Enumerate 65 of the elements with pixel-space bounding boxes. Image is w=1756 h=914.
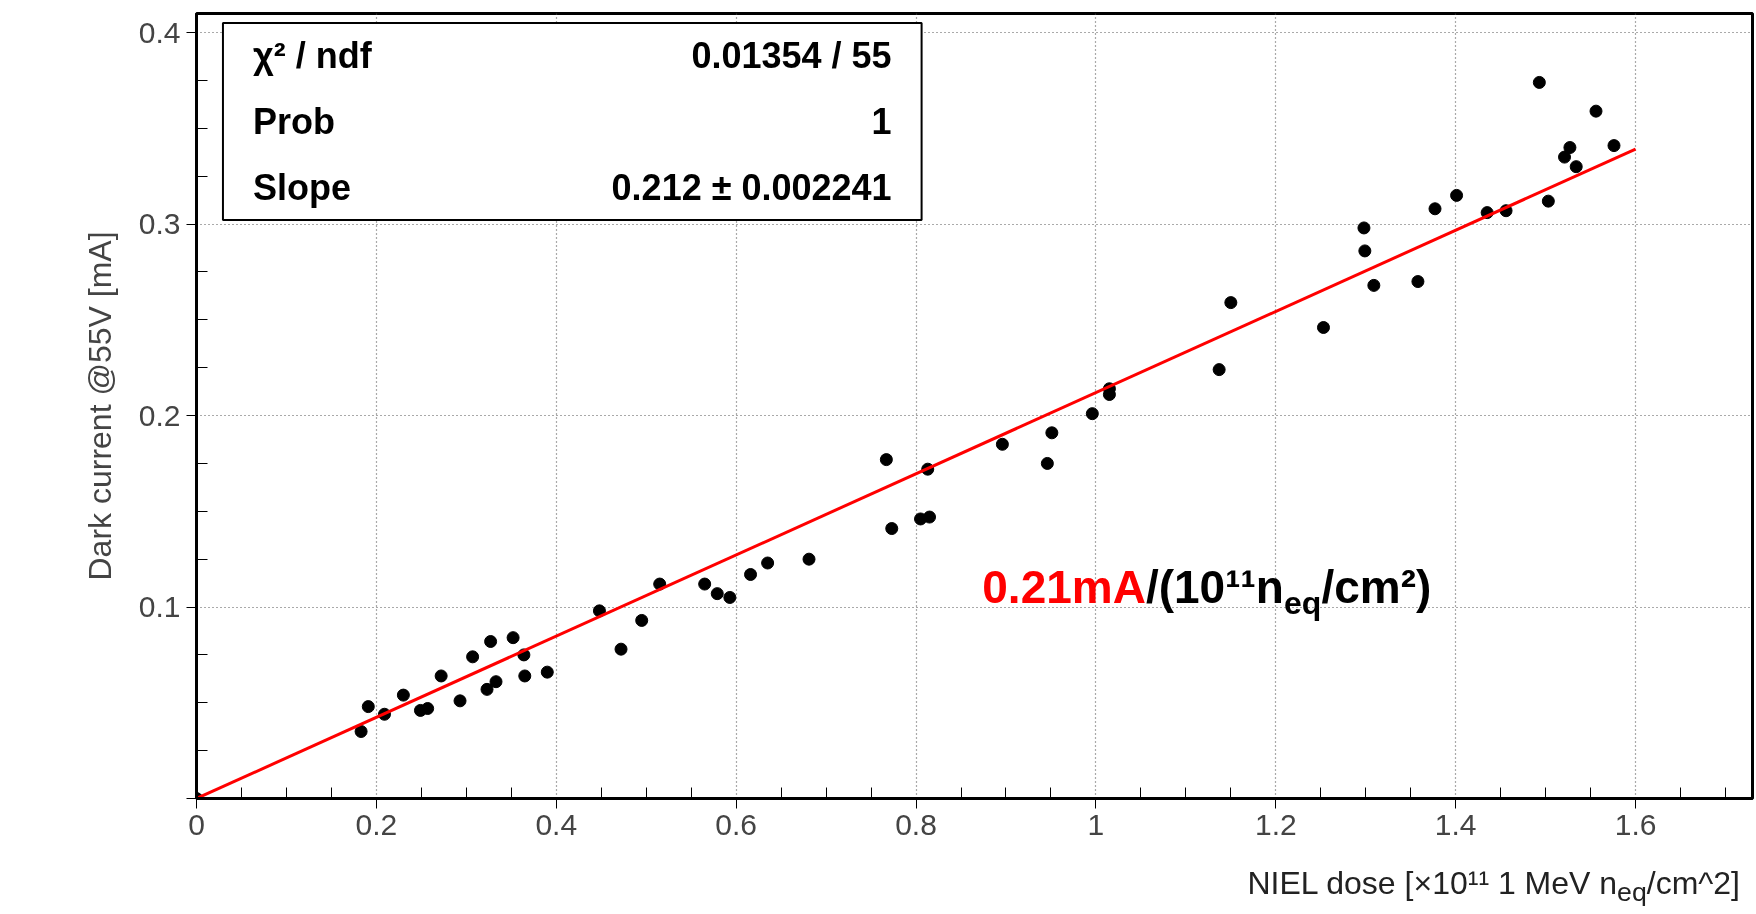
point: [614, 642, 628, 656]
point: [710, 587, 724, 601]
point: [540, 665, 554, 679]
point: [1045, 426, 1059, 440]
point: [1589, 104, 1603, 118]
x-tick-label: 0.6: [715, 807, 758, 841]
point: [1450, 188, 1464, 202]
y-tick-label: 0.1: [138, 590, 181, 624]
point: [480, 682, 494, 696]
annotation: 0.01354 / 55: [691, 35, 892, 77]
point: [1532, 75, 1546, 89]
point: [802, 552, 816, 566]
point: [885, 522, 899, 536]
point: [1607, 139, 1621, 153]
point: [1367, 278, 1381, 292]
point: [1569, 160, 1583, 174]
point: [453, 694, 467, 708]
annotation: 1: [871, 101, 892, 143]
point: [995, 437, 1009, 451]
x-tick-label: 0.8: [895, 807, 937, 841]
annotation: Slope: [252, 166, 351, 208]
point: [1040, 456, 1054, 470]
point: [698, 577, 712, 591]
point: [466, 650, 480, 664]
x-tick-label: 1: [1087, 807, 1105, 841]
annotation: χ² / ndf: [252, 35, 373, 77]
x-tick-label: 1.4: [1434, 807, 1477, 841]
y-tick-label: 0.2: [138, 398, 181, 432]
point: [506, 631, 520, 645]
point: [761, 556, 775, 570]
point: [1428, 202, 1442, 216]
point: [1358, 244, 1372, 258]
y-tick-label: 0.3: [138, 207, 181, 241]
point: [635, 613, 649, 627]
y-axis-title: Dark current @55V [mA]: [81, 231, 118, 581]
point: [518, 669, 532, 683]
point: [723, 590, 737, 604]
point: [361, 700, 375, 714]
point: [489, 675, 503, 689]
point: [1224, 296, 1238, 310]
x-axis-title: NIEL dose [×10¹¹ 1 MeV n$_{eq}$/cm^2]: [1247, 865, 1740, 910]
point: [1541, 194, 1555, 208]
point: [1212, 363, 1226, 377]
point: [421, 702, 435, 715]
point: [1316, 321, 1330, 334]
x-tick-label: 0.2: [355, 807, 398, 841]
annotation: 0.212 ± 0.002241: [611, 166, 892, 208]
x-tick-label: 1.6: [1614, 807, 1657, 841]
annotation: Prob: [252, 100, 335, 142]
point: [354, 725, 368, 738]
point: [396, 688, 410, 702]
point: [879, 453, 893, 467]
point: [434, 669, 448, 683]
point: [484, 635, 498, 648]
point: [1558, 150, 1572, 164]
point: [1563, 141, 1577, 155]
point: [1411, 275, 1425, 289]
y-tick-label: 0.4: [138, 15, 181, 49]
point: [923, 510, 937, 524]
x-tick-label: 0: [188, 807, 205, 841]
x-tick-label: 0.4: [535, 807, 578, 841]
point: [1085, 407, 1099, 421]
point: [744, 568, 758, 581]
x-tick-label: 1.2: [1254, 807, 1297, 841]
point: [1357, 221, 1371, 235]
